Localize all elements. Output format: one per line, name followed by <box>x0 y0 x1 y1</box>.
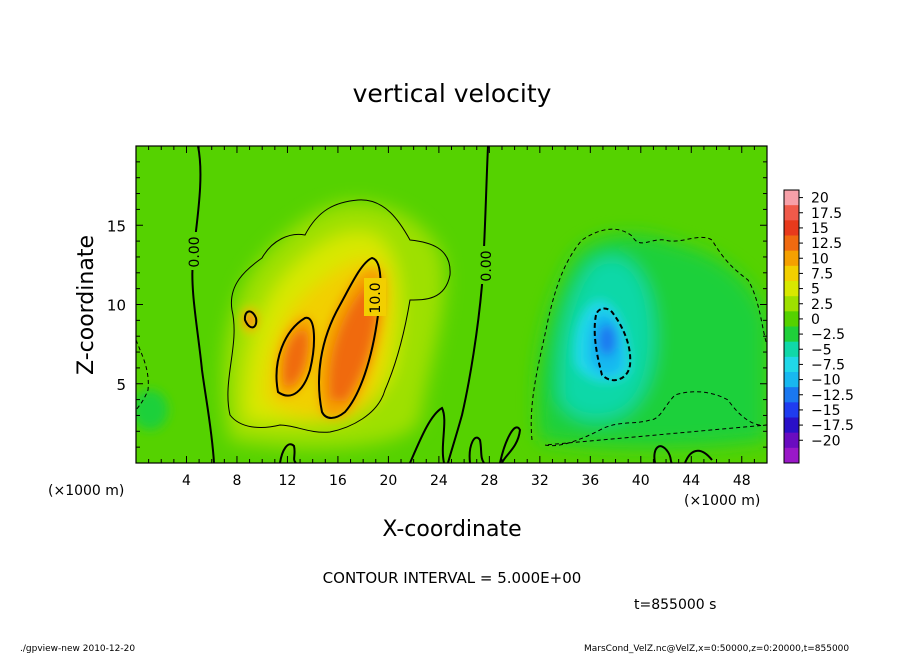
colorbar-swatch <box>784 250 799 267</box>
x-tick-label: 20 <box>379 473 397 489</box>
colorbar-swatch <box>784 417 799 434</box>
colorbar-swatch <box>784 326 799 343</box>
colorbar-label: −5 <box>811 342 832 358</box>
contour-minus5 <box>530 228 767 447</box>
colorbar-swatch <box>784 296 799 312</box>
heatmap-field <box>136 146 767 463</box>
colorbar-swatch <box>784 372 799 388</box>
colorbar-label: 15 <box>811 221 829 237</box>
x-tick-label: 8 <box>232 473 241 489</box>
colorbar-label: 12.5 <box>811 236 842 252</box>
contour-label-east: 0.00 <box>479 250 495 281</box>
contour-lines <box>136 146 767 463</box>
colorbar: 2017.51512.5107.552.50−2.5−5−7.5−10−12.5… <box>783 189 854 464</box>
x-tick-label: 24 <box>430 473 448 489</box>
x-tick-label: 32 <box>531 473 549 489</box>
colorbar-label: 7.5 <box>811 266 833 282</box>
contour-interval-text: CONTOUR INTERVAL = 5.000E+00 <box>323 569 582 587</box>
colorbar-label: 5 <box>811 282 820 298</box>
colorbar-swatch <box>784 432 799 449</box>
x-tick-label: 12 <box>279 473 297 489</box>
colorbar-label: 0 <box>811 312 820 328</box>
x-axis-label: X-coordinate <box>382 517 521 542</box>
contour-label-core: 10.0 <box>368 282 384 313</box>
contour-plus10-main <box>318 256 382 419</box>
colorbar-swatch <box>784 220 799 236</box>
contour-minus10 <box>593 307 632 382</box>
colorbar-label: −7.5 <box>811 357 845 373</box>
colorbar-swatch <box>784 235 799 252</box>
colorbar-swatch <box>784 447 799 464</box>
colorbar-label: −17.5 <box>811 418 854 434</box>
x-tick-label: 16 <box>329 473 347 489</box>
colorbar-swatch <box>784 402 799 418</box>
colorbar-swatch <box>784 265 799 282</box>
y-tick-label: 5 <box>116 376 126 394</box>
footer-left: ./gpview-new 2010-12-20 <box>20 644 135 654</box>
y-axis: 5 10 15 <box>107 161 767 448</box>
colorbar-swatch <box>784 281 799 297</box>
y-tick-label: 10 <box>107 297 126 315</box>
colorbar-label: −15 <box>811 403 841 419</box>
colorbar-label: 17.5 <box>811 206 842 222</box>
colorbar-label: 10 <box>811 251 829 267</box>
colorbar-swatch <box>784 356 799 373</box>
x-tick-label: 4 <box>182 473 191 489</box>
x-tick-label: 40 <box>632 473 650 489</box>
colorbar-swatch <box>784 387 799 403</box>
y-axis-label: Z-coordinate <box>74 235 99 375</box>
x-axis: 4 8 12 16 20 24 28 32 36 40 44 48 <box>148 146 755 489</box>
y-tick-label: 15 <box>107 217 126 235</box>
colorbar-label: 2.5 <box>811 297 833 313</box>
x-tick-label: 44 <box>682 473 700 489</box>
zero-contour-east <box>447 146 489 463</box>
colorbar-label: −12.5 <box>811 388 854 404</box>
colorbar-frame <box>783 189 800 464</box>
x-unit-right: (×1000 m) <box>684 493 760 509</box>
colorbar-label: −10 <box>811 373 841 389</box>
footer-right: MarsCond_VelZ.nc@VelZ,x=0:50000,z=0:2000… <box>584 644 849 654</box>
colorbar-swatch <box>784 341 799 358</box>
x-tick-label: 48 <box>733 473 751 489</box>
colorbar-swatch <box>784 190 799 206</box>
contour-labels: 0.00 10.0 0.00 <box>183 232 497 316</box>
x-unit-left: (×1000 m) <box>48 483 124 499</box>
chart-title: vertical velocity <box>353 79 552 108</box>
contour-plus10-secondary <box>275 316 316 397</box>
colorbar-label: −20 <box>811 433 841 449</box>
zero-contour-west <box>191 146 215 463</box>
colorbar-label: 20 <box>811 191 829 207</box>
contour-label-west: 0.00 <box>187 236 203 267</box>
colorbar-label: −2.5 <box>811 327 845 343</box>
contour-plus5 <box>227 199 451 433</box>
x-tick-label: 28 <box>480 473 498 489</box>
colorbar-swatch <box>784 311 799 327</box>
time-text: t=855000 s <box>634 597 716 613</box>
x-tick-label: 36 <box>581 473 599 489</box>
colorbar-swatch <box>784 205 799 221</box>
